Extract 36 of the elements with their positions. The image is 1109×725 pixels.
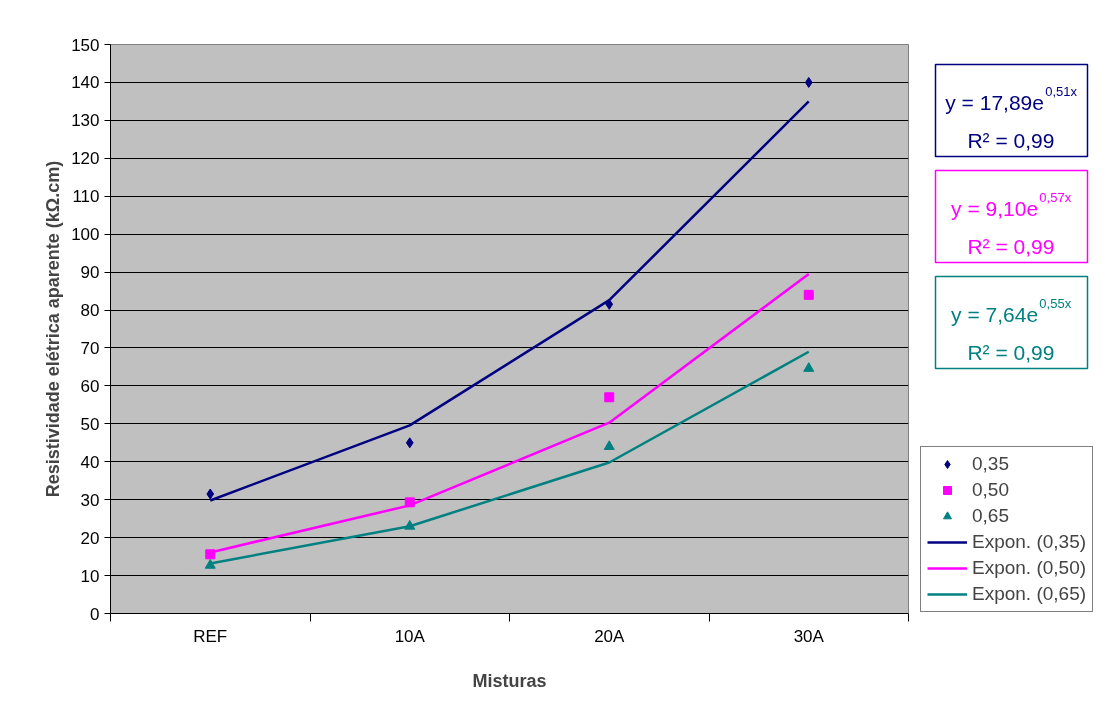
- y-tick-label: 110: [72, 187, 100, 207]
- point: [604, 392, 615, 403]
- y-tick-label: 10: [80, 566, 100, 586]
- legend-label: Expon. (0,35): [972, 531, 1087, 553]
- y-tick-label: 140: [71, 73, 100, 93]
- y-tick-label: 120: [71, 149, 100, 169]
- point: [405, 437, 414, 449]
- y-tick-label: 30: [80, 490, 100, 510]
- y-tick-label: 60: [80, 376, 100, 396]
- y-tick-label: 80: [80, 301, 100, 321]
- y-tick-label: 0: [90, 604, 100, 624]
- point: [603, 440, 615, 450]
- x-tick-label: 20A: [594, 626, 626, 646]
- point: [803, 289, 814, 300]
- y-tick-label: 20: [80, 528, 100, 548]
- y-tick-label: 70: [80, 338, 100, 358]
- y-tick-label: 40: [80, 452, 100, 472]
- point: [204, 559, 216, 569]
- x-tick-label: 10A: [394, 626, 426, 646]
- y-tick-label: 150: [71, 35, 100, 55]
- legend-label: 0,50: [972, 479, 1009, 501]
- point: [803, 362, 815, 372]
- x-tick-label: REF: [193, 626, 228, 646]
- y-axis-title: Resistividade elétrica aparente (kΩ.cm): [43, 160, 64, 498]
- point: [804, 76, 813, 88]
- y-tick-label: 90: [80, 263, 100, 283]
- legend-label: 0,65: [972, 505, 1009, 527]
- y-tick-label: 50: [80, 414, 100, 434]
- y-tick-label: 130: [71, 111, 100, 131]
- legend-label: 0,35: [972, 453, 1009, 475]
- legend-label: Expon. (0,65): [972, 583, 1087, 605]
- x-tick-label: 30A: [793, 626, 825, 646]
- legend-label: Expon. (0,50): [972, 557, 1087, 579]
- y-tick-label: 100: [71, 225, 100, 245]
- point: [206, 488, 215, 500]
- x-axis-title: Misturas: [472, 670, 547, 691]
